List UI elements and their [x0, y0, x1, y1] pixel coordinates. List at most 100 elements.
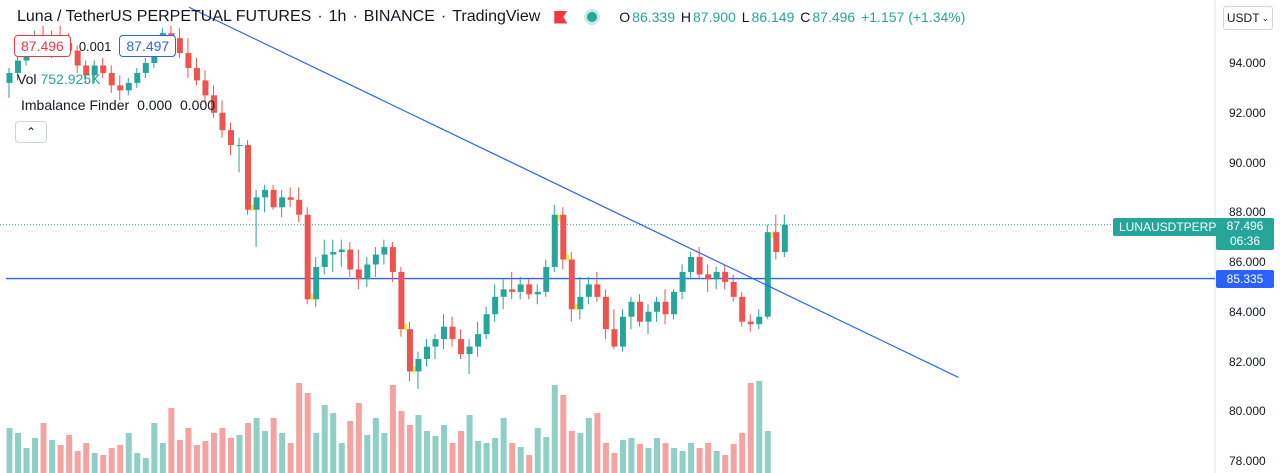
- platform-label: TradingView: [452, 8, 541, 25]
- volume-bar: [100, 455, 107, 473]
- volume-bar: [91, 453, 98, 473]
- volume-bar: [304, 393, 311, 473]
- indicator-value-1: 0.000: [137, 97, 173, 113]
- volume-bar: [636, 444, 643, 473]
- price-tick-label: 86.000: [1229, 255, 1266, 269]
- volume-bar: [117, 445, 124, 473]
- volume-bar: [74, 451, 81, 473]
- volume-bar: [628, 438, 635, 473]
- interval-label[interactable]: 1h: [328, 8, 347, 25]
- volume-bar: [551, 385, 558, 473]
- volume-bar: [134, 453, 141, 473]
- candle-body: [713, 271, 720, 280]
- volume-bar: [372, 418, 379, 473]
- sell-button[interactable]: 87.496: [14, 35, 71, 57]
- candle-body: [611, 329, 618, 347]
- volume-bar: [654, 438, 661, 473]
- volume-bar: [517, 447, 524, 473]
- candle-body: [654, 301, 661, 312]
- candle-body: [585, 284, 592, 297]
- candle-body: [662, 301, 669, 315]
- volume-bar: [236, 435, 243, 473]
- volume-bar: [168, 408, 175, 473]
- volume-bar: [185, 428, 192, 473]
- candle-body: [577, 296, 584, 310]
- indicator-name[interactable]: Imbalance Finder: [21, 97, 130, 113]
- candle-body: [321, 254, 328, 267]
- imbalance-marker: [557, 214, 561, 221]
- candle-body: [517, 284, 524, 292]
- candle-body: [543, 266, 550, 292]
- candle-body: [287, 197, 294, 200]
- candle-body: [756, 316, 763, 325]
- chevron-up-icon: ⌃: [25, 125, 37, 139]
- close-value: 87.496: [812, 9, 856, 25]
- volume-bar: [313, 433, 320, 473]
- candle-body: [781, 224, 788, 253]
- candle-body: [134, 72, 141, 83]
- buy-button[interactable]: 87.497: [119, 35, 177, 57]
- indicator-value-2: 0.000: [180, 97, 216, 113]
- imbalance-marker: [404, 324, 408, 331]
- volume-bar: [619, 440, 626, 473]
- candle-body: [619, 316, 626, 347]
- candle-body: [262, 189, 269, 198]
- candle-body: [636, 301, 643, 322]
- volume-bar: [611, 453, 618, 473]
- high-value: 87.900: [693, 9, 736, 25]
- price-tick-label: 92.000: [1229, 105, 1266, 120]
- volume-bar: [696, 448, 703, 473]
- collapse-legend-button[interactable]: ⌃: [15, 121, 47, 143]
- volume-value: 752.925K: [40, 71, 101, 87]
- volume-bar: [458, 431, 465, 473]
- candle-body: [100, 65, 107, 73]
- price-tick-label: 78.000: [1229, 454, 1266, 468]
- volume-bar: [40, 423, 47, 473]
- candle-body: [313, 266, 320, 300]
- volume-bar: [108, 448, 115, 473]
- volume-legend: Vol 752.925K: [17, 71, 100, 87]
- candle-body: [432, 339, 439, 347]
- imbalance-marker: [251, 204, 255, 211]
- volume-bar: [23, 448, 30, 473]
- price-tick-label: 90.000: [1229, 155, 1266, 170]
- volume-bar: [543, 437, 550, 473]
- volume-bar: [492, 438, 499, 473]
- indicator-legend: Imbalance Finder 0.000 0.000: [17, 97, 215, 113]
- currency-select[interactable]: USDT ⌄: [1223, 6, 1273, 30]
- candle-body: [747, 321, 754, 325]
- candle-body: [492, 296, 499, 315]
- candle-body: [347, 249, 354, 270]
- candle-body: [372, 254, 379, 265]
- price-tick-label: 94.000: [1229, 56, 1266, 70]
- chevron-down-icon: ⌄: [1261, 12, 1270, 23]
- candle-body: [406, 329, 413, 372]
- volume-bar: [210, 433, 217, 473]
- volume-bar: [32, 438, 39, 473]
- volume-bar: [722, 455, 729, 473]
- market-status-icon[interactable]: [587, 12, 598, 22]
- price-tick-label: 82.000: [1229, 354, 1266, 369]
- candle-body: [253, 197, 260, 210]
- volume-bar: [202, 441, 209, 473]
- volume-bar: [125, 433, 132, 473]
- volume-bar: [602, 443, 609, 473]
- horizontal-line-price-label[interactable]: 85.335: [1216, 270, 1274, 288]
- volume-bar: [270, 418, 277, 473]
- volume-bar: [245, 423, 252, 473]
- flag-icon[interactable]: [554, 10, 568, 24]
- volume-bar: [679, 451, 686, 473]
- candle-body: [210, 95, 217, 113]
- candle-body: [602, 296, 609, 330]
- symbol-title[interactable]: Luna / TetherUS PERPETUAL FUTURES: [17, 8, 312, 25]
- candle-body: [645, 311, 652, 322]
- candle-body: [108, 72, 115, 86]
- volume-bar: [57, 445, 64, 473]
- volume-bar: [262, 431, 269, 473]
- candle-body: [475, 334, 482, 347]
- volume-bar: [406, 425, 413, 473]
- volume-bar: [253, 418, 260, 473]
- candle-body: [722, 271, 729, 282]
- volume-bar: [483, 443, 490, 473]
